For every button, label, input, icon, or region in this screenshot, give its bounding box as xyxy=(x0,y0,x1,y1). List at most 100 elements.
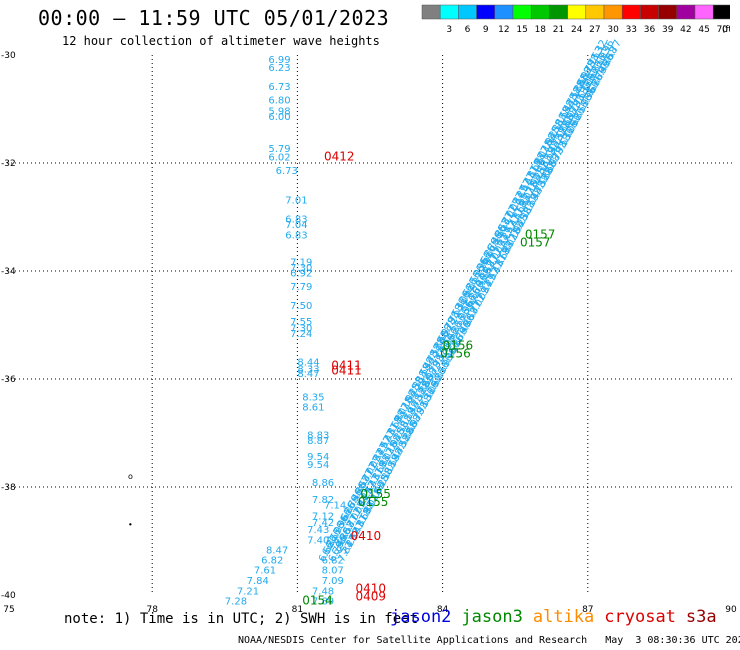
wave-height-label: 7.30 xyxy=(290,263,312,274)
colorbar-tick-label: 12 xyxy=(498,25,509,35)
colorbar-tick-label: 30 xyxy=(607,25,619,35)
island-marker: o xyxy=(128,472,133,481)
wave-height-label: 7.91 xyxy=(326,545,348,556)
colorbar-tick-label: 15 xyxy=(516,25,527,35)
wave-height-label: 6.00 xyxy=(268,112,290,123)
y-tick-label: -36 xyxy=(1,375,16,385)
wave-height-label: 7.84 xyxy=(247,576,269,587)
y-tick-label: -38 xyxy=(1,483,16,493)
wave-height-label: 5.79 xyxy=(268,144,290,155)
x-tick-label: 84 xyxy=(437,605,449,615)
wave-height-label: 7.21 xyxy=(237,586,259,597)
wave-height-label: 7.40 xyxy=(307,536,329,547)
satellite-legend-item: s3a xyxy=(685,607,717,627)
credit-line: NOAA/NESDIS Center for Satellite Applica… xyxy=(238,635,740,646)
footnote: note: 1) Time is in UTC; 2) SWH is in fe… xyxy=(64,611,419,627)
colorbar-tick-label: 27 xyxy=(589,25,600,35)
wave-height-label: 6.80 xyxy=(268,96,290,107)
chart-title: 00:00 – 11:59 UTC 05/01/2023 xyxy=(38,6,390,30)
wave-height-label: 7.42 xyxy=(312,518,334,529)
colorbar-tick-label: 39 xyxy=(662,25,674,35)
wave-height-label: 6.82 xyxy=(261,556,283,567)
wave-height-label: 8.86 xyxy=(312,478,334,489)
wave-height-label: 7.12 xyxy=(312,511,334,522)
colorbar-tick-label: 36 xyxy=(644,25,656,35)
x-tick-label: 90 xyxy=(725,605,737,615)
satellite-legend-item: jason2 xyxy=(390,607,452,627)
x-tick-label: 87 xyxy=(582,605,593,615)
colorbar-tick-label: 3 xyxy=(446,25,452,35)
chart-subtitle: 12 hour collection of altimeter wave hei… xyxy=(62,34,380,48)
x-tick-label: 81 xyxy=(292,605,303,615)
satellite-legend: jason2 jason3 altika cryosat s3a xyxy=(390,607,727,627)
wave-height-label: 7.61 xyxy=(254,565,276,576)
wave-height-label: 6.99 xyxy=(268,55,290,66)
pass-time-label: 0411 xyxy=(331,364,362,378)
pass-time-label: 0155 xyxy=(360,487,391,501)
satellite-legend-item: altika xyxy=(532,607,595,627)
colorbar-tick-label: 33 xyxy=(626,25,637,35)
wave-height-label: 7.30 xyxy=(290,323,312,334)
satellite-legend-item: jason3 xyxy=(461,607,523,627)
y-tick-label: -30 xyxy=(1,51,16,61)
wave-height-label: 7.48 xyxy=(312,586,334,597)
y-tick-label: -34 xyxy=(1,267,16,277)
pass-time-label: 0410 xyxy=(351,529,382,543)
colorbar-swatch xyxy=(712,4,730,20)
satellite-legend-item: cryosat xyxy=(604,607,676,627)
wave-height-label: 7.24 xyxy=(290,329,312,340)
pass-time-label: 0156 xyxy=(443,338,474,352)
colorbar-tick-label: 45 xyxy=(698,25,709,35)
wave-height-label: 8.47 xyxy=(266,545,288,556)
colorbar-tick-label: 24 xyxy=(571,25,583,35)
colorbar-tick-label: 70 xyxy=(717,25,729,35)
wave-height-label: 7.55 xyxy=(290,317,312,328)
pass-time-label: 0409 xyxy=(355,589,386,603)
pass-time-label: 0410 xyxy=(355,581,386,595)
wave-height-label: 9.54 xyxy=(307,460,329,471)
wave-height-label: 7.79 xyxy=(290,282,312,293)
colorbar-tick-label: 6 xyxy=(465,25,471,35)
pass-time-label: 0412 xyxy=(324,149,355,163)
wave-height-label: 6.23 xyxy=(268,63,290,74)
wave-height-label: 7.09 xyxy=(322,576,344,587)
wave-height-label: 5.98 xyxy=(268,106,290,117)
pass-time-label: 0411 xyxy=(331,358,362,372)
wave-height-label: 7.04 xyxy=(285,220,307,231)
wave-height-label: 8.33 xyxy=(297,365,319,376)
y-tick-label: -40 xyxy=(1,591,16,601)
wave-height-label: 6.92 xyxy=(290,268,312,279)
pass-time-label: 0155 xyxy=(358,495,389,509)
wave-height-label: 8.87 xyxy=(307,436,329,447)
colorbar-unit: (ft) xyxy=(722,25,730,35)
colorbar-tick-label: 21 xyxy=(553,25,564,35)
wave-height-label: 8.47 xyxy=(297,369,319,380)
y-tick-label: -32 xyxy=(1,159,16,169)
pass-time-label: 0156 xyxy=(440,346,471,360)
wave-height-label: 7.43 xyxy=(307,525,329,536)
wave-height-label: 7.19 xyxy=(290,258,312,269)
wave-height-label: 8.61 xyxy=(302,402,324,413)
pass-time-label: 0157 xyxy=(525,228,556,242)
wave-height-label: 8.83 xyxy=(307,430,329,441)
x-tick-label: 78 xyxy=(146,605,158,615)
colorbar-tick-label: 42 xyxy=(680,25,691,35)
wave-height-label: 7.01 xyxy=(285,196,307,207)
colorbar-tick-label: 9 xyxy=(483,25,489,35)
wave-height-label: 8.07 xyxy=(322,565,344,576)
pass-time-label: 0154 xyxy=(302,594,333,608)
wave-height-label: 6.83 xyxy=(285,231,307,242)
wave-height-label: 6.73 xyxy=(268,82,290,93)
wave-height-label: 7.89 xyxy=(312,597,334,608)
island-marker: • xyxy=(128,521,133,530)
wave-height-label: 7.28 xyxy=(225,597,247,608)
wave-height-label: 7.82 xyxy=(312,495,334,506)
wave-height-label: 6.02 xyxy=(268,152,290,163)
wave-height-label: 6.82 xyxy=(322,556,344,567)
wave-height-label: 7.60 xyxy=(324,536,346,547)
colorbar-tick-label: 18 xyxy=(535,25,547,35)
wave-height-label: 8.44 xyxy=(297,358,319,369)
wave-height-label: 8.35 xyxy=(302,393,324,404)
wave-height-label: 7.14 xyxy=(324,501,346,512)
